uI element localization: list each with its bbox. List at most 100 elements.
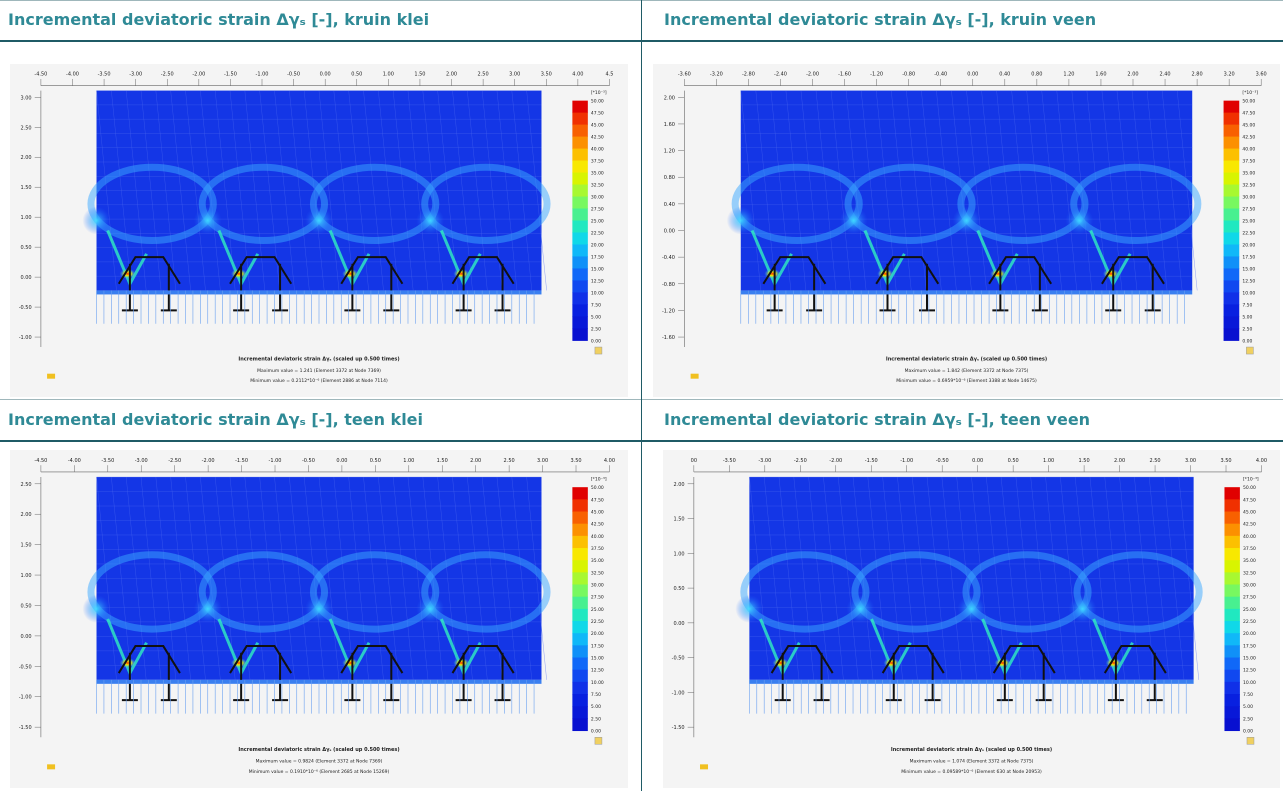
legend-swatch bbox=[1223, 304, 1240, 317]
structure bbox=[881, 645, 945, 674]
legend-swatch bbox=[1224, 718, 1240, 732]
x-tick-label: -2.00 bbox=[829, 458, 842, 464]
mesh-line bbox=[1060, 477, 1081, 680]
strain-arc bbox=[1070, 163, 1202, 244]
mesh-line bbox=[96, 477, 117, 680]
legend-swatch bbox=[1223, 268, 1240, 281]
plot-image: 00 -3.50 -3.00 -2.50 -2.00 -1.50 -1.00 -0.50 0.0… bbox=[663, 450, 1280, 788]
legend-swatch bbox=[572, 220, 588, 233]
mesh-line bbox=[526, 90, 547, 291]
legend-label: 30.00 bbox=[1243, 583, 1256, 589]
mesh-line bbox=[318, 90, 340, 291]
legend-label: 17.50 bbox=[591, 643, 604, 649]
structure bbox=[770, 645, 834, 674]
x-tick-label: 1.00 bbox=[1043, 458, 1054, 464]
mesh-line bbox=[170, 477, 191, 680]
legend-icon bbox=[594, 346, 603, 355]
legend-swatch bbox=[1224, 621, 1240, 634]
legend-swatch bbox=[1223, 172, 1240, 186]
glow bbox=[82, 594, 111, 623]
y-tick-label: 2.50 bbox=[20, 482, 31, 488]
legend-label: 22.50 bbox=[1242, 230, 1255, 236]
legend-label: 20.00 bbox=[1243, 631, 1256, 637]
legend-unit: [*10⁻³] bbox=[1243, 476, 1259, 482]
strain-arc bbox=[198, 163, 329, 244]
legend-label: 7.50 bbox=[591, 692, 601, 698]
legend-swatch bbox=[1223, 148, 1240, 162]
info-icon bbox=[700, 764, 709, 770]
mesh-line bbox=[437, 477, 458, 680]
legend-swatch bbox=[1223, 100, 1240, 114]
y-tick-label: 0.50 bbox=[20, 603, 31, 609]
heading: Incremental deviatoric strain Δγₛ [-], t… bbox=[664, 410, 1091, 429]
legend-label: 7.50 bbox=[1242, 302, 1252, 308]
mesh-line bbox=[981, 90, 1002, 291]
legend-swatch bbox=[572, 669, 588, 683]
legend-swatch bbox=[572, 256, 588, 269]
legend-swatch bbox=[572, 124, 588, 138]
legend-swatch bbox=[1223, 112, 1240, 126]
legend-label: 27.50 bbox=[591, 595, 604, 601]
x-tick-label: 3.60 bbox=[1256, 72, 1267, 78]
legend-label: 30.00 bbox=[591, 195, 604, 201]
glow bbox=[416, 206, 445, 235]
y-tick-label: -1.60 bbox=[662, 335, 675, 341]
legend-swatch bbox=[1224, 572, 1240, 586]
legend-label: 2.50 bbox=[1242, 326, 1252, 332]
x-tick-label: 3.00 bbox=[537, 458, 548, 464]
legend-label: 37.50 bbox=[591, 159, 604, 165]
legend-label: 22.50 bbox=[591, 230, 604, 236]
x-tick-label: -3.00 bbox=[129, 72, 142, 78]
x-tick-label: 4.00 bbox=[1256, 458, 1267, 464]
x-tick-label: -4.00 bbox=[66, 72, 79, 78]
legend-label: 20.00 bbox=[1242, 242, 1255, 248]
x-tick-label: -2.50 bbox=[168, 458, 181, 464]
structure bbox=[340, 645, 404, 674]
strain-arc bbox=[740, 551, 870, 633]
legend-unit: [*10⁻³] bbox=[1242, 90, 1258, 96]
y-tick-label: 0.00 bbox=[673, 621, 684, 627]
legend-swatch bbox=[1224, 523, 1240, 537]
legend-label: 12.50 bbox=[591, 278, 604, 284]
legend-label: 15.00 bbox=[591, 656, 604, 662]
x-tick-label: 1.50 bbox=[1079, 458, 1090, 464]
x-tick-label: 3.50 bbox=[541, 72, 552, 78]
legend-swatch bbox=[1223, 292, 1240, 305]
strain-arc bbox=[957, 163, 1089, 244]
legend-label: 32.50 bbox=[1243, 570, 1256, 576]
mesh-line bbox=[1045, 477, 1066, 680]
x-tick-label: -0.80 bbox=[902, 72, 915, 78]
mesh-line bbox=[764, 477, 785, 680]
structure bbox=[992, 645, 1056, 674]
legend-swatch bbox=[1224, 633, 1240, 646]
structure bbox=[1101, 256, 1165, 285]
x-tick-label: -4.00 bbox=[68, 458, 81, 464]
legend-label: 20.00 bbox=[591, 631, 604, 637]
heading: Incremental deviatoric strain Δγₛ [-], k… bbox=[664, 10, 1097, 29]
x-tick-label: -3.50 bbox=[98, 72, 111, 78]
mesh-line bbox=[755, 90, 776, 291]
mesh-line bbox=[921, 90, 942, 291]
glow bbox=[735, 594, 764, 623]
x-tick-label: 0.50 bbox=[370, 458, 381, 464]
mesh-line bbox=[926, 477, 948, 680]
x-tick-label: 1.20 bbox=[1063, 72, 1074, 78]
legend-swatch bbox=[572, 694, 588, 707]
strain-arc bbox=[851, 551, 981, 633]
legend-swatch bbox=[572, 148, 588, 162]
max-value: Maximum value = 1.074 (Element 3372 at N… bbox=[910, 759, 1034, 765]
x-tick-label: -3.60 bbox=[678, 72, 691, 78]
x-tick-label: 0.80 bbox=[1031, 72, 1042, 78]
legend-label: 25.00 bbox=[1242, 219, 1255, 225]
x-tick-label: 2.50 bbox=[1149, 458, 1160, 464]
legend-swatch bbox=[572, 136, 588, 150]
x-tick-label: 0.50 bbox=[351, 72, 362, 78]
mesh-line bbox=[1030, 477, 1051, 680]
legend-unit: [*10⁻³] bbox=[591, 476, 607, 482]
legend-swatch bbox=[572, 112, 588, 126]
plot-image: -3.60 -3.20 -2.80 -2.40 -2.00 -1.60 -1.20 -0.80… bbox=[653, 64, 1280, 397]
mesh-line bbox=[378, 90, 399, 291]
glow bbox=[957, 594, 986, 623]
strain-arc bbox=[87, 163, 217, 244]
y-tick-label: -1.50 bbox=[672, 725, 685, 731]
